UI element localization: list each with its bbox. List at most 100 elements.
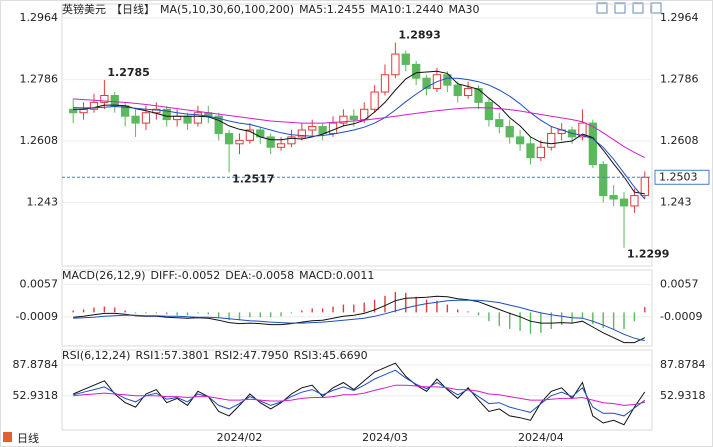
legend-entry: RSI3:45.6690 (294, 349, 368, 362)
candle-body (619, 198, 629, 207)
candle-body (422, 77, 431, 90)
y-tick-label: 52.9318 (660, 389, 706, 402)
candle-body (453, 84, 462, 96)
period: 【日线】 (111, 2, 155, 16)
icon (3, 432, 12, 442)
candle-body (162, 108, 171, 121)
candle-body (297, 129, 306, 138)
period-footer: 日线 (17, 431, 39, 445)
macd-bar (498, 312, 501, 327)
indicator-title: RSI(6,12,24) (62, 349, 130, 362)
candle-body (100, 94, 109, 103)
indicator-line (73, 384, 645, 406)
candle-body (141, 112, 151, 124)
macd-bar (197, 312, 199, 314)
macd-bar (217, 312, 220, 318)
macd-bar (644, 307, 646, 313)
macd-bar (155, 312, 158, 314)
candle-body (391, 53, 400, 76)
macd-bar (332, 306, 334, 313)
price-annotation: 1.2299 (627, 248, 669, 261)
icon[interactable] (614, 2, 626, 14)
toolbar-icons[interactable] (596, 2, 662, 14)
candle-body (152, 108, 161, 114)
y-tick-label: 87.8784 (13, 358, 59, 371)
candle-body (235, 139, 244, 145)
legend-entry: RSI2:47.7950 (215, 349, 289, 362)
candle-body (276, 143, 286, 148)
indicator-line (73, 299, 645, 342)
price-annotation: 1.2517 (232, 172, 274, 185)
title: 英镑美元 (62, 2, 106, 16)
icon[interactable] (632, 2, 644, 14)
macd-bar (176, 312, 178, 316)
macd-bar (592, 312, 594, 325)
macd-bar (373, 299, 376, 313)
indicator: MA(5,10,30,60,100,200) (160, 3, 294, 16)
candle-body (266, 136, 275, 148)
candle-body (443, 74, 452, 86)
macd-bar (280, 312, 282, 317)
candle-body (599, 164, 608, 197)
panel-border (61, 3, 653, 267)
macd-bar (623, 312, 625, 329)
y-tick-label: 0.0057 (660, 278, 699, 291)
macd-bar (612, 312, 615, 329)
macd-bar (405, 292, 407, 313)
macd-bar (290, 312, 293, 314)
panel-border (61, 349, 653, 431)
macd-bar (342, 304, 345, 313)
macd-bar (207, 312, 210, 315)
legend-entry: MA30 (449, 3, 480, 16)
candle-body (380, 74, 390, 93)
legend-entry: DEA:-0.0058 (225, 269, 294, 282)
macd-bar (134, 312, 137, 314)
macd-bar (353, 304, 355, 313)
macd-bar (238, 312, 241, 321)
macd-bar (560, 312, 563, 326)
macd-bar (311, 308, 313, 313)
macd-bar (124, 310, 126, 313)
y-tick-label: 52.9318 (13, 389, 59, 402)
macd-bar (477, 312, 480, 316)
candle-body (131, 115, 140, 124)
last-price-box (654, 169, 710, 185)
candle-body (536, 146, 546, 159)
y-tick-label: 1.243 (27, 195, 59, 208)
candle-body (370, 91, 379, 110)
candle-body (79, 108, 88, 114)
y-tick-label: 87.8784 (660, 358, 706, 371)
candle-body (547, 132, 556, 148)
candle-body (463, 88, 473, 96)
y-tick-label: 0.0057 (20, 278, 59, 291)
last-price-label: 1.2503 (659, 170, 698, 183)
macd-bar (269, 312, 272, 318)
candle-body (360, 108, 369, 121)
macd-bar (436, 300, 438, 313)
y-tick-label: 1.2608 (660, 134, 699, 147)
candle-body (484, 101, 494, 121)
panel-border (61, 269, 653, 347)
candle-body (609, 195, 618, 200)
macd-bar (529, 312, 532, 334)
y-tick-label: 1.2786 (20, 73, 59, 86)
candle-body (224, 132, 234, 145)
icon[interactable] (596, 2, 608, 14)
candle-body (474, 88, 483, 103)
icon[interactable] (650, 2, 662, 14)
candle-body (318, 126, 327, 134)
macd-bar (467, 311, 469, 313)
macd-bar (72, 310, 74, 313)
macd-bar (259, 312, 261, 318)
y-tick-label: 1.2964 (660, 11, 699, 24)
indicator-line (73, 362, 646, 426)
candle-body (172, 115, 182, 121)
y-tick-label: 1.243 (660, 195, 692, 208)
price-annotation: 1.2785 (107, 66, 149, 79)
candle-body (193, 112, 203, 124)
y-tick-label: 1.2786 (660, 73, 699, 86)
y-tick-label: -0.0009 (660, 310, 702, 323)
x-tick-label: 2024/02 (217, 431, 263, 444)
